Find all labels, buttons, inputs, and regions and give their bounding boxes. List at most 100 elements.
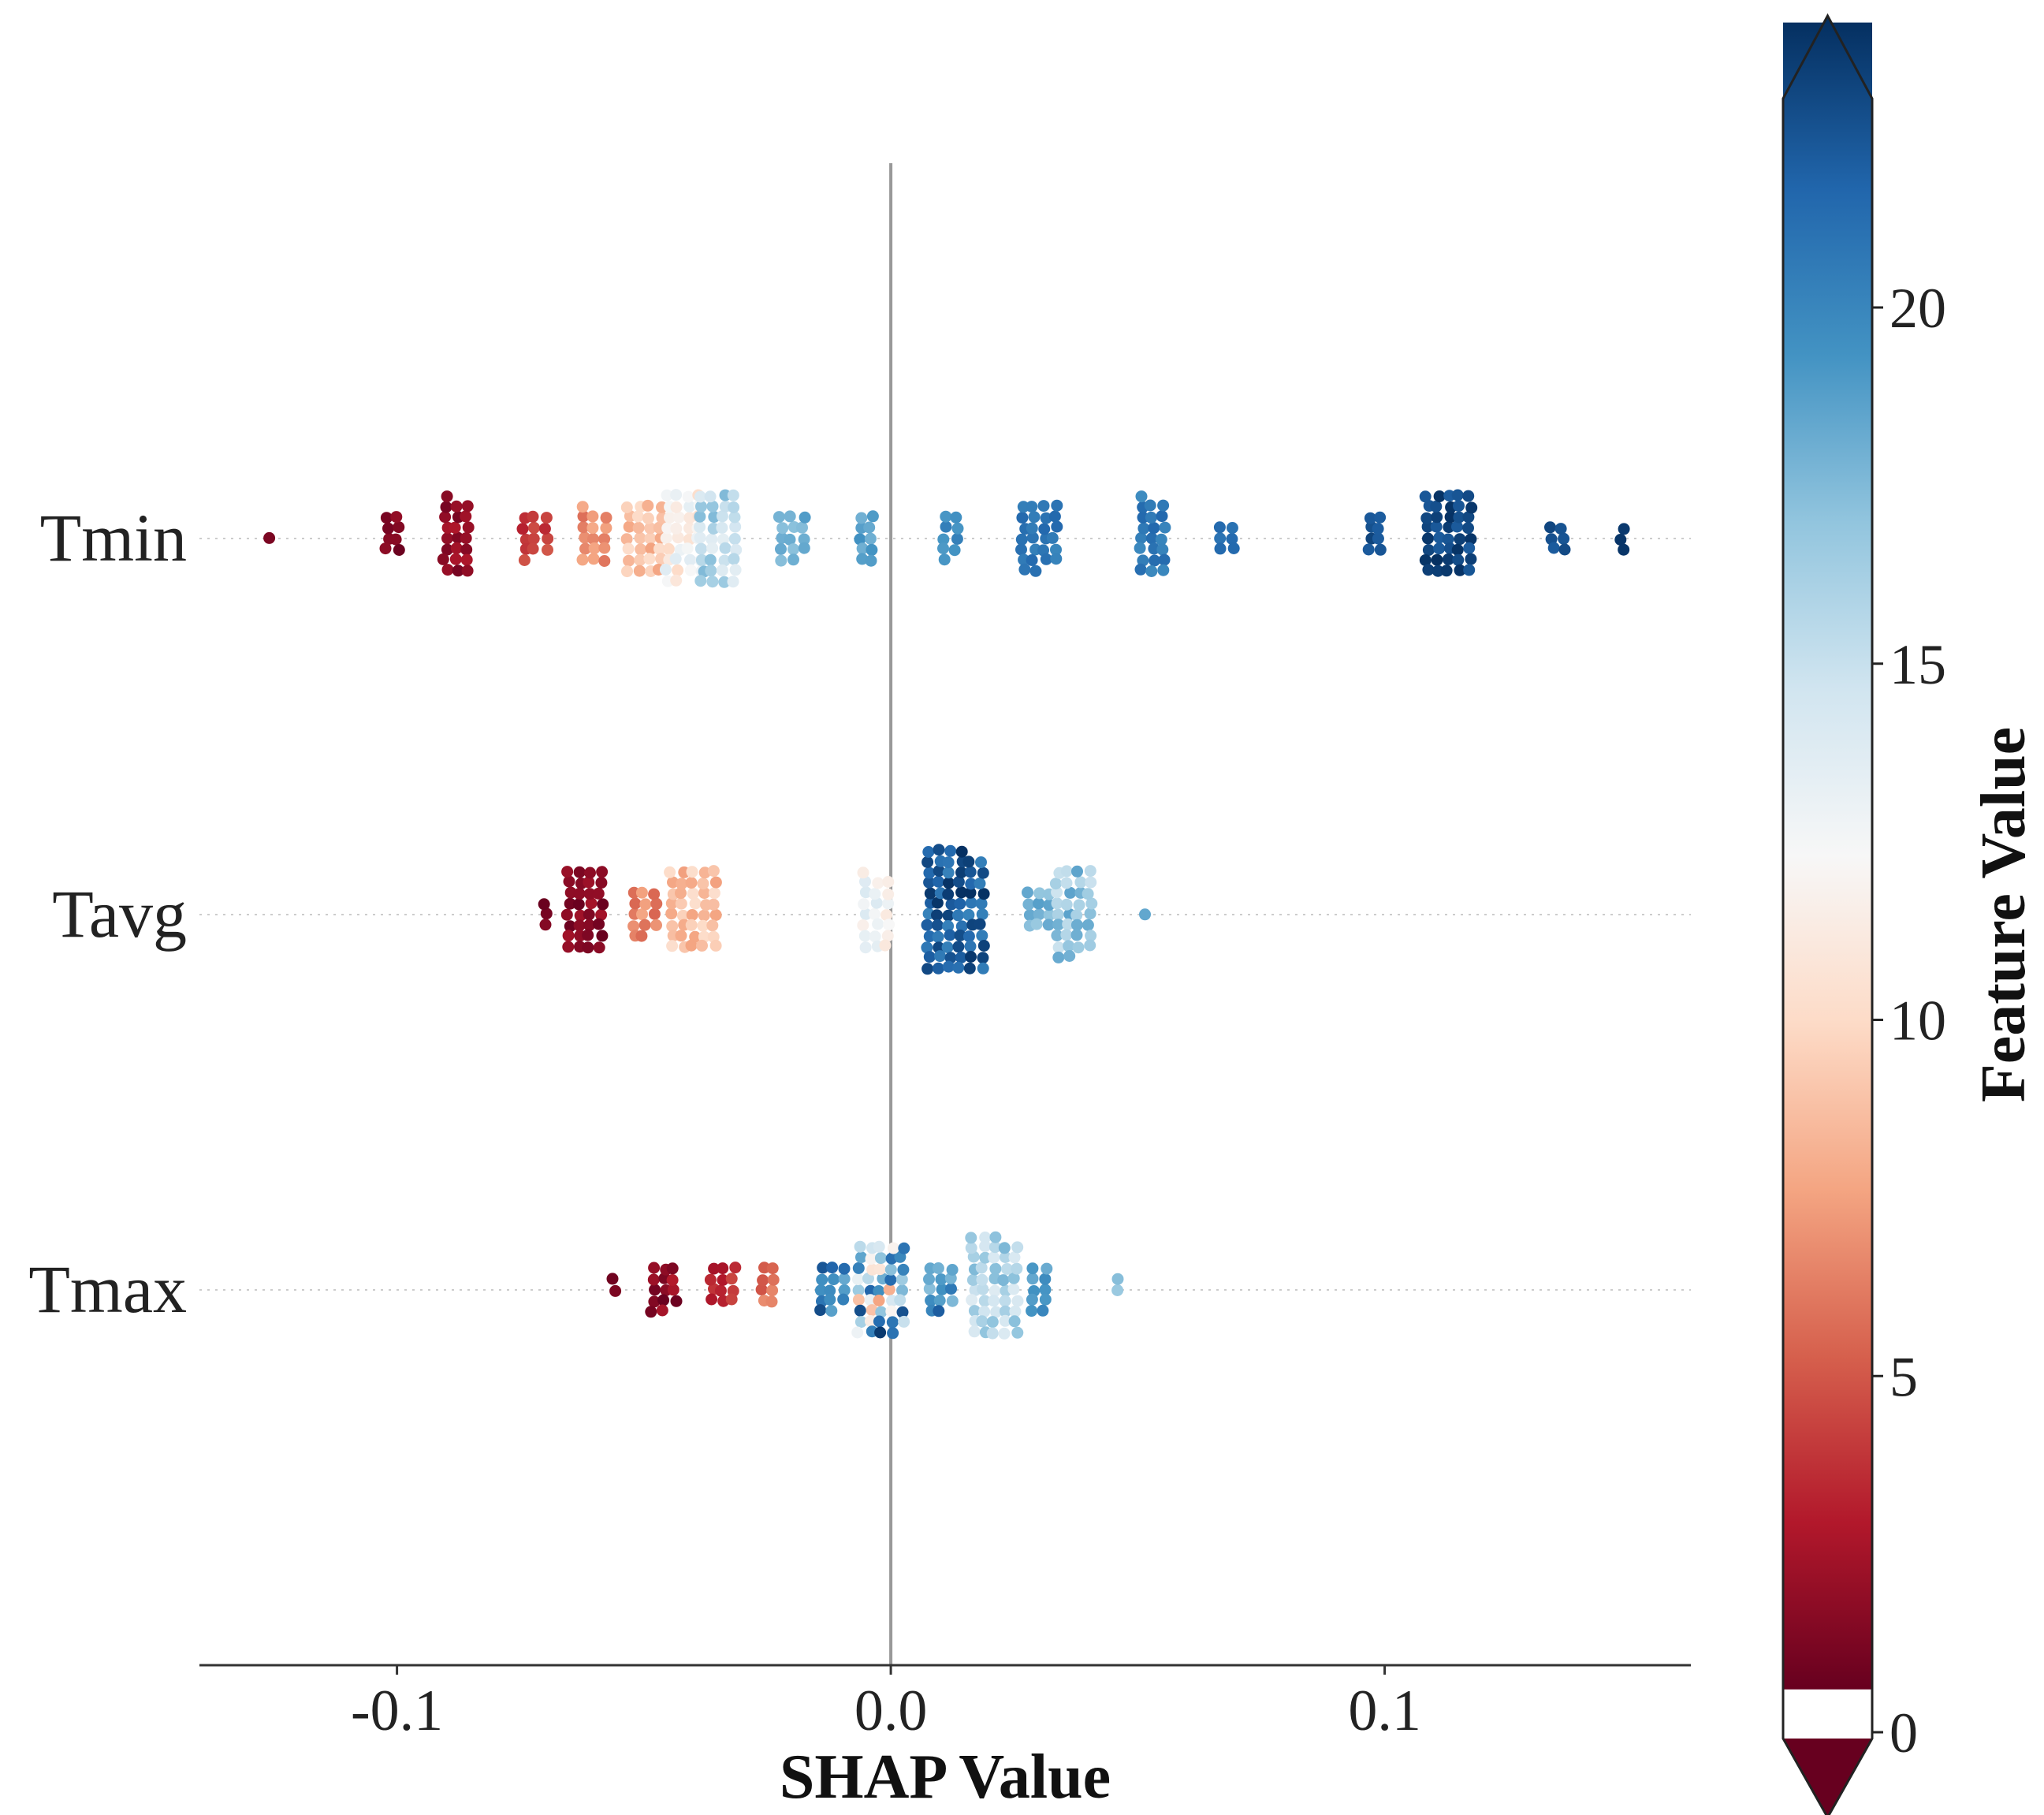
- shap-point: [1011, 1326, 1024, 1339]
- shap-point: [1084, 865, 1096, 878]
- shap-point: [1374, 511, 1387, 524]
- shap-point: [1060, 865, 1073, 878]
- shap-point: [866, 1304, 878, 1317]
- shap-point: [1213, 521, 1226, 534]
- shap-point: [1015, 543, 1027, 556]
- feature-label-tavg: Tavg: [52, 876, 187, 952]
- shap-point: [766, 1284, 779, 1297]
- shap-point: [667, 876, 679, 889]
- shap-point: [1028, 511, 1041, 524]
- shap-point: [1040, 553, 1052, 565]
- shap-point: [538, 523, 551, 535]
- shap-point: [629, 897, 642, 910]
- shap-point: [706, 500, 719, 512]
- shap-point: [588, 542, 601, 554]
- shap-point: [440, 501, 452, 513]
- feature-label-tmin: Tmin: [40, 500, 187, 576]
- shap-point: [564, 886, 577, 899]
- shap-point: [461, 500, 474, 512]
- shap-point: [657, 1294, 670, 1306]
- shap-point: [858, 930, 871, 942]
- shap-point: [449, 521, 461, 534]
- shap-point: [583, 919, 596, 931]
- shap-point: [725, 1273, 738, 1285]
- shap-point: [866, 510, 879, 523]
- shap-point: [925, 1294, 937, 1306]
- shap-point: [706, 576, 719, 588]
- shap-point: [728, 501, 740, 513]
- shap-point: [974, 878, 986, 889]
- shap-point: [727, 489, 739, 501]
- shap-point: [882, 897, 895, 910]
- shap-point: [662, 542, 675, 555]
- shap-point: [879, 939, 892, 952]
- shap-point: [540, 908, 553, 920]
- shap-point: [965, 896, 977, 909]
- shap-point: [542, 543, 553, 556]
- shap-point: [661, 522, 674, 535]
- shap-point: [623, 520, 635, 533]
- shap-point: [955, 867, 967, 878]
- shap-point: [1144, 499, 1156, 512]
- shap-point: [933, 844, 945, 856]
- shap-point: [851, 1326, 864, 1339]
- shap-point: [1070, 919, 1083, 931]
- shap-point: [1008, 1315, 1021, 1328]
- shap-point: [814, 1304, 827, 1317]
- shap-point: [686, 909, 698, 921]
- shap-point: [964, 940, 977, 952]
- shap-point: [852, 1294, 865, 1306]
- shap-point: [951, 522, 964, 535]
- shap-point: [950, 511, 962, 524]
- shap-point: [1462, 522, 1474, 535]
- shap-point: [1022, 886, 1033, 899]
- shap-point: [379, 542, 392, 555]
- shap-point: [859, 908, 872, 920]
- shap-point: [1430, 520, 1443, 533]
- shap-point: [884, 1273, 897, 1286]
- shap-point: [705, 565, 717, 577]
- shap-point: [1419, 554, 1432, 566]
- shap-point: [784, 533, 796, 546]
- shap-point: [1433, 490, 1446, 502]
- shap-point: [1362, 543, 1375, 556]
- feature-rows: Tmin Tavg Tmax: [28, 500, 1691, 1327]
- shap-point: [946, 1264, 959, 1276]
- colorbar-outline: [1782, 13, 1874, 1815]
- shap-point: [1137, 511, 1149, 524]
- shap-point: [884, 1263, 897, 1276]
- shap-point: [975, 856, 987, 869]
- shap-point: [1156, 510, 1168, 523]
- shap-point: [882, 876, 895, 888]
- shap-point: [1052, 951, 1065, 963]
- shap-point: [593, 941, 605, 954]
- shap-point: [574, 909, 586, 922]
- shap-point: [698, 867, 711, 879]
- shap-point: [685, 877, 698, 889]
- shap-point: [1227, 542, 1240, 554]
- shap-point: [923, 876, 936, 889]
- shap-point: [989, 1262, 1002, 1275]
- shap-point: [727, 576, 739, 588]
- shap-point: [1039, 1284, 1052, 1296]
- shap-point: [598, 542, 611, 554]
- shap-point: [951, 533, 963, 545]
- shap-point: [1443, 521, 1455, 534]
- shap-point: [707, 898, 720, 911]
- shap-point: [965, 1242, 977, 1254]
- shap-point: [796, 521, 808, 534]
- shap-point: [838, 1273, 851, 1285]
- shap-point: [859, 875, 871, 888]
- shap-point: [952, 941, 965, 953]
- shap-point: [1070, 909, 1083, 922]
- shap-point: [1037, 500, 1050, 512]
- shap-point: [1145, 532, 1158, 545]
- shap-point: [837, 1293, 850, 1306]
- shap-point: [767, 1273, 780, 1286]
- shap-point: [576, 501, 589, 513]
- shap-point: [1547, 542, 1560, 554]
- shap-point: [1052, 941, 1065, 954]
- shap-point: [997, 1274, 1010, 1287]
- shap-point: [1070, 929, 1083, 941]
